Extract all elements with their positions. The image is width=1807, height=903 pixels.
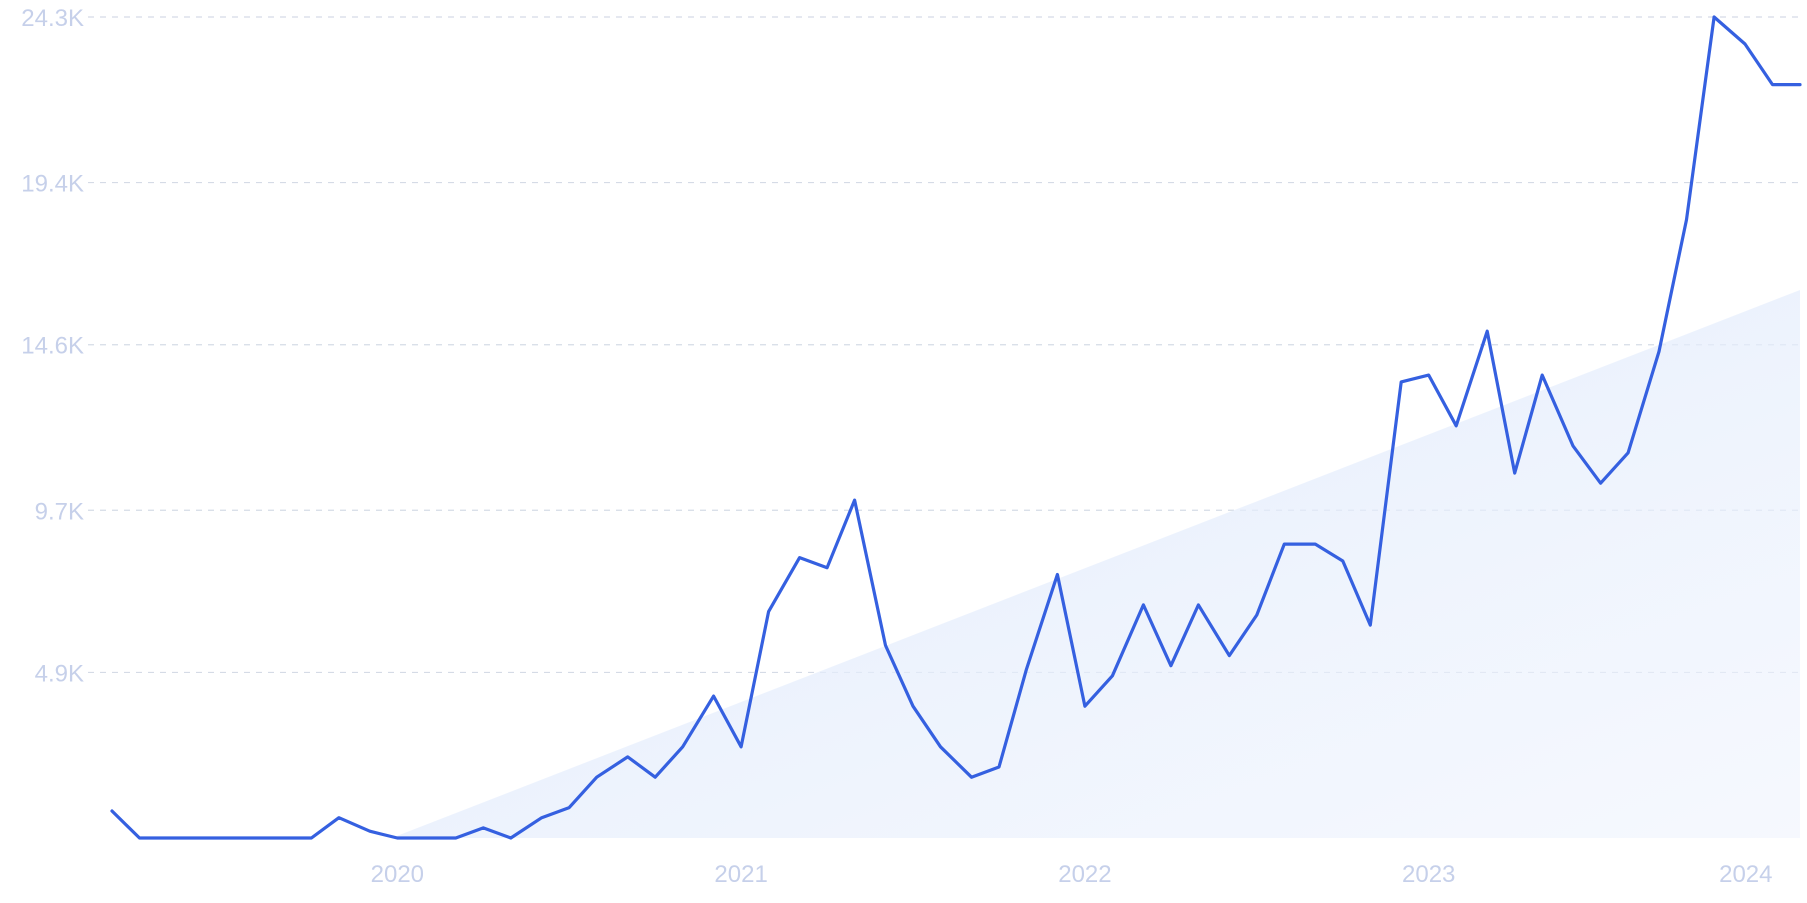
x-tick-label: 2022 [1058, 861, 1111, 888]
y-tick-label: 19.4K [21, 171, 84, 198]
y-tick-label: 14.6K [21, 333, 84, 360]
data-point [1196, 603, 1200, 607]
data-point [1485, 329, 1489, 333]
trend-area-layer [391, 289, 1800, 838]
data-point [1255, 613, 1259, 617]
data-point [997, 765, 1001, 769]
data-point [1227, 654, 1231, 658]
x-tick-label: 2023 [1402, 861, 1455, 888]
x-tick-label: 2021 [714, 861, 767, 888]
y-tick-label: 9.7K [35, 498, 84, 525]
x-axis-ticks: 2020 2021 2022 2023 2024 [371, 861, 1773, 888]
data-point [1368, 623, 1372, 627]
data-point [337, 816, 341, 820]
data-point [1024, 667, 1028, 671]
data-point [309, 836, 313, 840]
data-point [1770, 83, 1774, 87]
data-point [1540, 373, 1544, 377]
x-tick-label: 2024 [1719, 861, 1772, 888]
data-point [454, 836, 458, 840]
y-tick-label: 24.3K [21, 5, 84, 32]
y-axis-ticks: 24.3K 19.4K 14.6K 9.7K 4.9K [21, 5, 84, 687]
data-point [138, 836, 142, 840]
data-point [1513, 471, 1517, 475]
data-point [1083, 704, 1087, 708]
data-point [1110, 674, 1114, 678]
data-point [1626, 451, 1630, 455]
data-point [1399, 380, 1403, 384]
data-point [681, 745, 685, 749]
data-point [1341, 559, 1345, 563]
data-point [1657, 349, 1661, 353]
data-point [939, 745, 943, 749]
data-point [1141, 603, 1145, 607]
data-point [165, 836, 169, 840]
data-point [1599, 481, 1603, 485]
data-point [282, 836, 286, 840]
data-point [1454, 424, 1458, 428]
series-line-layer [110, 15, 1802, 840]
series-line [110, 15, 1802, 840]
data-point [251, 836, 255, 840]
data-point [423, 836, 427, 840]
data-point [196, 836, 200, 840]
data-point [481, 826, 485, 830]
y-tick-label: 4.9K [35, 660, 84, 687]
data-point [1798, 83, 1802, 87]
data-point [1743, 42, 1747, 46]
data-point [884, 643, 888, 647]
data-point [798, 556, 802, 560]
data-point [1712, 15, 1716, 19]
data-point [853, 498, 857, 502]
data-point [1282, 542, 1286, 546]
data-point [395, 836, 399, 840]
data-point [739, 745, 743, 749]
data-point [1427, 373, 1431, 377]
data-point [223, 836, 227, 840]
data-point [368, 829, 372, 833]
data-point [1313, 542, 1317, 546]
data-point [1055, 572, 1059, 576]
trend-area [391, 289, 1800, 838]
data-point [767, 610, 771, 614]
data-point [712, 694, 716, 698]
data-point [540, 816, 544, 820]
data-point [825, 566, 829, 570]
data-point [911, 704, 915, 708]
data-point [509, 836, 513, 840]
data-point [110, 809, 114, 813]
data-point [626, 755, 630, 759]
x-tick-label: 2020 [371, 861, 424, 888]
data-point [567, 806, 571, 810]
data-point [1571, 444, 1575, 448]
data-point [653, 775, 657, 779]
data-point [1169, 664, 1173, 668]
data-point [595, 775, 599, 779]
data-point [969, 775, 973, 779]
data-point [1685, 218, 1689, 222]
